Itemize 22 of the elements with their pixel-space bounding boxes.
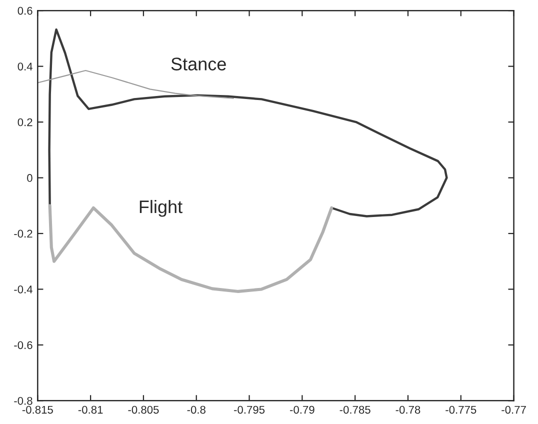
x-tick-label: -0.815 xyxy=(22,406,53,414)
y-tick-label: -0.4 xyxy=(14,285,32,294)
x-tick-label: -0.8 xyxy=(187,406,206,414)
x-tick-label: -0.785 xyxy=(340,406,370,414)
y-tick-label: 0 xyxy=(27,174,32,182)
x-tick-label: -0.795 xyxy=(234,406,265,414)
x-tick-label: -0.77 xyxy=(502,406,526,414)
line-series xyxy=(38,70,234,99)
x-tick-label: -0.79 xyxy=(290,406,314,414)
y-tick-label: 0.6 xyxy=(18,6,32,15)
x-tick-label: -0.81 xyxy=(78,406,103,414)
x-tick-label: -0.775 xyxy=(446,406,476,414)
y-tick-label: 0.4 xyxy=(18,62,32,70)
y-tick-label: 0.2 xyxy=(18,118,32,126)
x-tick-label: -0.805 xyxy=(128,406,159,414)
annotation: Stance xyxy=(171,58,226,70)
y-tick-label: -0.6 xyxy=(14,341,32,350)
annotation: Flight xyxy=(140,200,182,217)
y-tick-label: -0.2 xyxy=(14,230,32,238)
x-tick-label: -0.78 xyxy=(396,406,420,414)
y-tick-label: -0.8 xyxy=(14,396,32,405)
line-series xyxy=(48,28,448,218)
